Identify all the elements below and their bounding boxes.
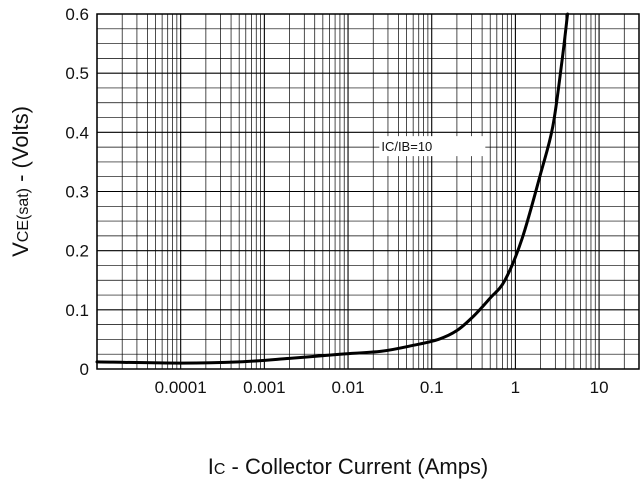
annotation-background bbox=[379, 136, 486, 157]
y-tick-label: 0.3 bbox=[65, 183, 89, 202]
x-tick-label: 10 bbox=[590, 378, 609, 397]
y-tick-label: 0 bbox=[80, 360, 89, 379]
x-tick-label: 0.01 bbox=[331, 378, 364, 397]
x-axis-title-main: I bbox=[208, 454, 214, 479]
x-axis-title: IC - Collector Current (Amps) bbox=[208, 454, 489, 479]
y-tick-labels: 0 0.1 0.2 0.3 0.4 0.5 0.6 bbox=[65, 5, 89, 379]
annotation: IC/IB=10 bbox=[379, 136, 486, 157]
y-axis-title-rest: - (Volts) bbox=[8, 106, 33, 188]
y-tick-label: 0.4 bbox=[65, 123, 89, 142]
y-tick-label: 0.5 bbox=[65, 64, 89, 83]
x-tick-labels: 0.0001 0.001 0.01 0.1 1 10 bbox=[155, 378, 609, 397]
x-axis-title-sub: C bbox=[214, 461, 226, 478]
x-tick-label: 1 bbox=[511, 378, 520, 397]
y-tick-label: 0.2 bbox=[65, 242, 89, 261]
y-axis-title-sub: CE(sat) bbox=[15, 188, 32, 242]
y-tick-label: 0.6 bbox=[65, 5, 89, 24]
x-tick-label: 0.001 bbox=[243, 378, 286, 397]
x-tick-label: 0.1 bbox=[420, 378, 444, 397]
annotation-label: IC/IB=10 bbox=[381, 139, 432, 154]
data-series bbox=[95, 12, 570, 365]
x-tick-label: 0.0001 bbox=[155, 378, 207, 397]
x-axis-title-rest: - Collector Current (Amps) bbox=[225, 454, 488, 479]
y-axis-title-main: V bbox=[8, 242, 33, 257]
plot-frame bbox=[96, 13, 640, 370]
y-tick-label: 0.1 bbox=[65, 301, 89, 320]
grid bbox=[96, 13, 640, 370]
series-line-0 bbox=[95, 12, 570, 365]
y-axis-title: VCE(sat) - (Volts) bbox=[8, 106, 33, 257]
